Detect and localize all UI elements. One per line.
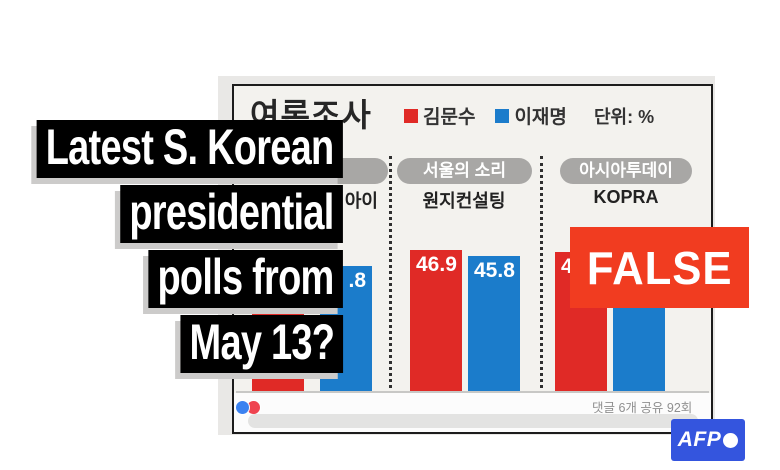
chart-legend: 김문수 이재명	[404, 102, 567, 129]
legend-color-swatch	[495, 108, 510, 123]
post-stats: 댓글 6개 공유 92회	[592, 401, 693, 415]
unit-label: 단위: %	[594, 107, 655, 127]
agency-label: 아이	[344, 191, 378, 211]
afp-logo-circle-icon	[723, 432, 739, 448]
outlet-pill: 서울의 소리	[397, 158, 532, 184]
agency-label: 원지컨설팅	[422, 191, 506, 211]
headline-line: presidential	[120, 185, 343, 243]
legend-color-swatch	[404, 108, 418, 123]
comment-strip	[248, 414, 698, 428]
chart-baseline	[236, 391, 709, 393]
legend-label: 김문수	[423, 107, 476, 128]
headline-line: Latest S. Korean	[37, 120, 343, 178]
bar-김문수-group2: 46.9	[410, 250, 462, 391]
dotted-separator	[389, 156, 392, 394]
afp-logo-text: AFP	[677, 428, 722, 451]
agency-label: KOPRA	[593, 187, 659, 207]
headline-overlay: Latest S. Korean presidential polls from…	[0, 120, 343, 373]
post-footer: 댓글 6개 공유 92회	[234, 393, 711, 432]
headline-line: polls from	[148, 250, 343, 308]
like-reaction-icon	[235, 400, 250, 415]
false-verdict-label: FALSE	[586, 241, 733, 294]
dotted-separator	[540, 156, 543, 394]
bar-value-label: 46.9	[416, 253, 457, 276]
bar-value-label: .8	[348, 269, 366, 292]
legend-label: 이재명	[514, 107, 567, 128]
headline-line: May 13?	[180, 315, 343, 373]
bar-이재명-group2: 45.8	[468, 256, 520, 391]
false-verdict-banner: FALSE	[570, 227, 749, 308]
bar-value-label: 4	[561, 255, 573, 278]
outlet-pill: 아시아투데이	[560, 158, 692, 184]
afp-logo: AFP	[671, 419, 745, 461]
bar-value-label: 45.8	[474, 259, 515, 282]
